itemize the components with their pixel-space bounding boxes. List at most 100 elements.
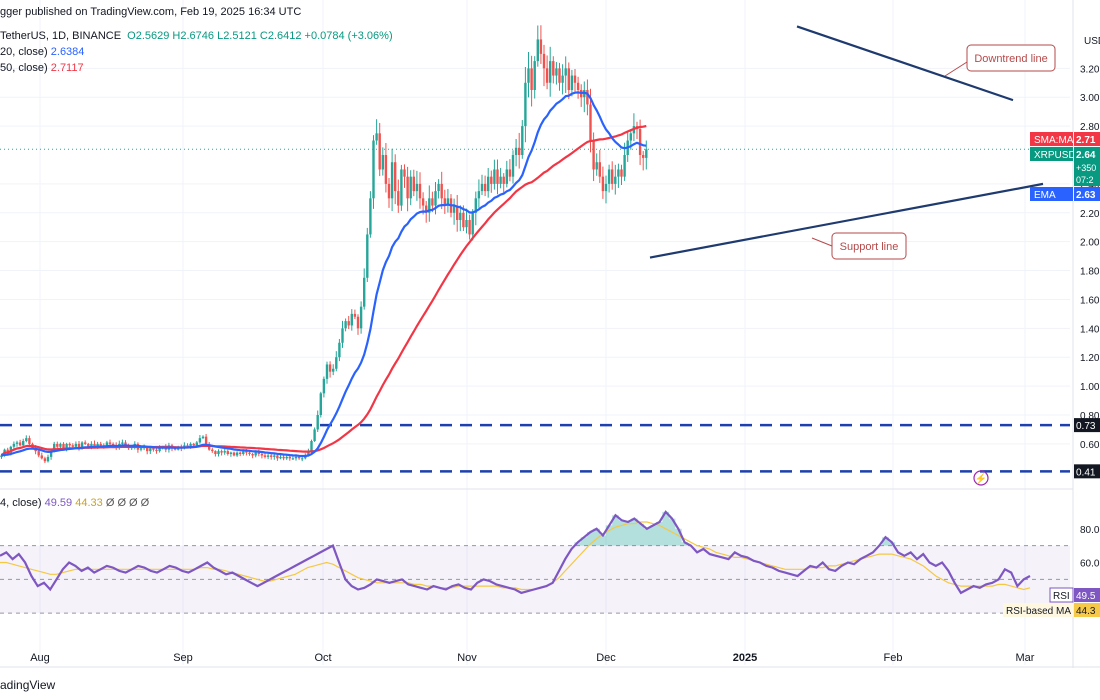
candle-body [471, 212, 474, 235]
candle-body [325, 364, 329, 379]
candle-body [437, 183, 440, 192]
candle-body [620, 169, 623, 177]
candle-body [22, 441, 25, 446]
candle-body [254, 452, 257, 456]
candle-body [270, 455, 273, 457]
candle-body [9, 446, 12, 453]
time-tick: Nov [457, 652, 477, 664]
candle-body [93, 443, 96, 447]
change-bg [1074, 160, 1100, 186]
candle-body [452, 205, 456, 213]
candle-body [459, 212, 462, 220]
candle-body [155, 449, 158, 452]
candle-body [173, 448, 177, 450]
candle-body [279, 456, 282, 459]
candle-body [623, 155, 626, 177]
symbol-name[interactable]: TetherUS, 1D, BINANCE [0, 30, 122, 42]
currency-label: USD [1084, 36, 1100, 47]
candle-body [418, 183, 422, 199]
candle-body [232, 452, 236, 456]
candle-body [521, 126, 524, 155]
rsi-ma-value-bg [1074, 603, 1100, 617]
rsi-overbought-fill [574, 511, 896, 546]
candle-body [217, 451, 220, 454]
candle-body [487, 176, 490, 192]
candle-body [366, 234, 369, 278]
candle-body [428, 198, 431, 213]
candle-body [359, 306, 363, 329]
candle-body [49, 451, 53, 457]
candle-body [239, 452, 242, 454]
candle-body [595, 162, 598, 170]
candle-body [570, 75, 574, 90]
sma-legend[interactable]: 50, close) 2.7117 [0, 62, 84, 74]
candle-body [638, 129, 642, 155]
candle-body [235, 452, 239, 456]
lightning-icon [973, 470, 989, 486]
price-tick: 0.80 [1080, 411, 1100, 422]
candle-body [356, 316, 360, 329]
candle-body [229, 452, 233, 454]
candle-body [527, 68, 530, 83]
candle-body [6, 449, 9, 453]
axis-bg [1073, 0, 1100, 668]
tradingview-watermark[interactable]: adingView [0, 678, 56, 692]
candle-body [381, 155, 384, 170]
candle-body [335, 357, 338, 369]
sma-legend-label: 50, close) [0, 62, 48, 74]
candle-body [68, 443, 71, 446]
time-tick: 2025 [733, 652, 757, 664]
candle-body [614, 176, 617, 184]
level-low-value: 0.41 [1076, 467, 1096, 478]
rsi-value: 49.5 [1076, 591, 1096, 602]
candle-body [248, 452, 251, 454]
support-trend-line [649, 182, 1044, 259]
candle-body [121, 442, 124, 444]
candle-body [524, 82, 527, 127]
price-tick: 1.00 [1080, 382, 1100, 393]
candle-body [601, 176, 605, 192]
candle-body [288, 456, 291, 459]
ema-legend[interactable]: 20, close) 2.6384 [0, 46, 84, 58]
candle-body [611, 169, 614, 184]
candle-body [25, 438, 28, 441]
sma-tag: SMA:MA [1034, 135, 1074, 146]
candle-body [598, 162, 601, 177]
candle-body [338, 342, 341, 358]
level-low-bg [1074, 464, 1100, 479]
candle-body [322, 378, 326, 394]
sma-50-line [0, 124, 647, 457]
candle-body [480, 183, 484, 192]
price-tick: 2.00 [1080, 238, 1100, 249]
rsi-ma-value: 44.3 [1076, 606, 1096, 617]
candle-body [511, 155, 515, 177]
candle-body [607, 169, 611, 184]
candle-body [397, 191, 400, 206]
candle-body [372, 140, 375, 199]
candle-body [440, 183, 443, 199]
candle-body [353, 313, 357, 317]
rsi-ma-legend-value: 44.33 [75, 497, 103, 509]
candle-body [105, 442, 109, 447]
candle-body [350, 313, 353, 326]
candle-body [28, 438, 31, 444]
candle-body [226, 451, 229, 454]
rsi-legend[interactable]: 4, close) 49.59 44.33 Ø Ø Ø Ø [0, 497, 149, 509]
candle-body [505, 169, 508, 184]
candle-body [257, 452, 260, 454]
candle-body [617, 169, 620, 177]
time-tick: Feb [884, 652, 903, 664]
candle-body [108, 442, 112, 444]
symbol-tag-value: 2.64 [1076, 150, 1096, 161]
candle-body [198, 438, 202, 443]
candle-body [43, 458, 47, 462]
candle-body [363, 277, 366, 307]
candle-body [425, 205, 428, 213]
candle-body [263, 455, 267, 457]
candle-body [146, 446, 149, 452]
candle-body [341, 328, 344, 343]
time-tick: Oct [314, 652, 331, 664]
candle-body [223, 451, 226, 453]
rsi-line [0, 510, 1031, 595]
